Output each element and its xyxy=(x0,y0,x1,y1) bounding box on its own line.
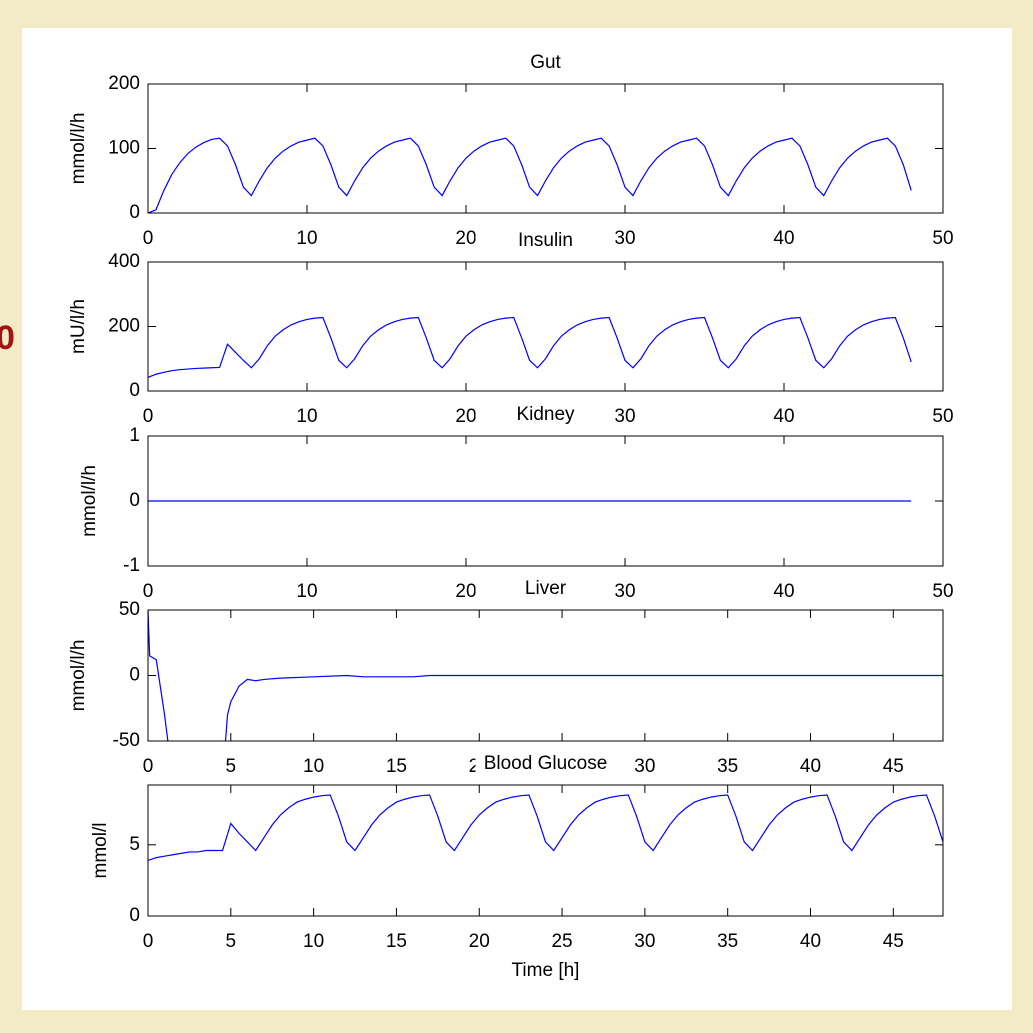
x-tick-label: 50 xyxy=(932,581,953,602)
x-tick-label: 20 xyxy=(455,406,476,427)
title-backing xyxy=(475,228,616,252)
y-tick-label: 0 xyxy=(129,665,140,686)
axes-background xyxy=(148,262,943,391)
y-tick-label: 50 xyxy=(119,599,140,620)
title-backing xyxy=(475,402,616,426)
x-axis-label: Time [h] xyxy=(512,960,580,981)
x-tick-label: 5 xyxy=(226,931,237,952)
x-tick-label: 15 xyxy=(386,756,407,777)
x-tick-label: 10 xyxy=(296,228,317,249)
x-tick-label: 30 xyxy=(634,931,655,952)
y-axis-label: mmol/l/h xyxy=(79,465,100,537)
x-tick-label: 0 xyxy=(143,581,154,602)
y-tick-label: 5 xyxy=(129,834,140,855)
y-tick-label: 0 xyxy=(129,202,140,223)
axes-background xyxy=(148,84,943,213)
axes-frame xyxy=(147,261,944,392)
y-axis-label: mmol/l/h xyxy=(68,640,89,712)
x-tick-label: 25 xyxy=(551,931,572,952)
x-tick-label: 40 xyxy=(800,931,821,952)
subplot-title: Insulin xyxy=(518,230,573,251)
x-tick-label: 45 xyxy=(883,931,904,952)
title-backing xyxy=(475,751,616,775)
x-tick-label: 45 xyxy=(883,756,904,777)
subplot-title: Gut xyxy=(530,52,561,73)
x-tick-label: 40 xyxy=(800,756,821,777)
y-tick-label: 0 xyxy=(129,380,140,401)
y-axis-label: mU/l/h xyxy=(68,299,89,354)
x-tick-label: 10 xyxy=(303,756,324,777)
axes-background xyxy=(148,785,943,916)
x-tick-label: 20 xyxy=(455,581,476,602)
x-tick-label: 15 xyxy=(386,931,407,952)
y-tick-label: 0 xyxy=(129,905,140,926)
y-tick-label: -1 xyxy=(123,555,140,576)
x-tick-label: 35 xyxy=(717,931,738,952)
axes-frame xyxy=(147,83,944,214)
y-axis-label: mmol/l xyxy=(90,823,111,879)
x-tick-label: 10 xyxy=(303,931,324,952)
x-tick-label: 10 xyxy=(296,581,317,602)
x-tick-label: 0 xyxy=(143,228,154,249)
x-tick-label: 20 xyxy=(455,228,476,249)
x-tick-label: 30 xyxy=(614,581,635,602)
y-tick-label: 0 xyxy=(129,490,140,511)
data-line xyxy=(148,610,943,741)
axes-frame xyxy=(147,435,944,567)
x-tick-label: 40 xyxy=(773,228,794,249)
subplot-title: Kidney xyxy=(516,404,575,425)
title-backing xyxy=(475,50,616,74)
y-tick-label: 200 xyxy=(108,316,140,337)
x-tick-label: 0 xyxy=(143,931,154,952)
x-tick-label: 50 xyxy=(932,406,953,427)
x-tick-label: 10 xyxy=(296,406,317,427)
x-tick-label: 40 xyxy=(773,406,794,427)
x-tick-label: 30 xyxy=(614,228,635,249)
x-tick-label: 40 xyxy=(773,581,794,602)
title-backing xyxy=(475,576,616,600)
y-tick-label: 100 xyxy=(108,138,140,159)
x-tick-label: 50 xyxy=(932,228,953,249)
data-line xyxy=(148,137,912,213)
data-line xyxy=(148,316,912,379)
axes-frame xyxy=(147,609,944,742)
x-tick-label: 30 xyxy=(634,756,655,777)
y-tick-label: 1 xyxy=(129,425,140,446)
axes-frame xyxy=(147,784,944,917)
y-tick-label: 400 xyxy=(108,251,140,272)
subplot-title: Liver xyxy=(525,578,567,599)
x-tick-label: 0 xyxy=(143,756,154,777)
x-tick-label: 35 xyxy=(717,756,738,777)
backdrop-text: 0 xyxy=(0,319,15,357)
y-tick-label: -50 xyxy=(113,730,140,751)
x-tick-label: 20 xyxy=(469,931,490,952)
x-tick-label: 0 xyxy=(143,406,154,427)
y-tick-label: 200 xyxy=(108,73,140,94)
x-tick-label: 5 xyxy=(226,756,237,777)
data-line xyxy=(148,794,943,862)
x-tick-label: 30 xyxy=(614,406,635,427)
subplot-title: Blood Glucose xyxy=(484,753,608,774)
y-axis-label: mmol/l/h xyxy=(68,113,89,185)
